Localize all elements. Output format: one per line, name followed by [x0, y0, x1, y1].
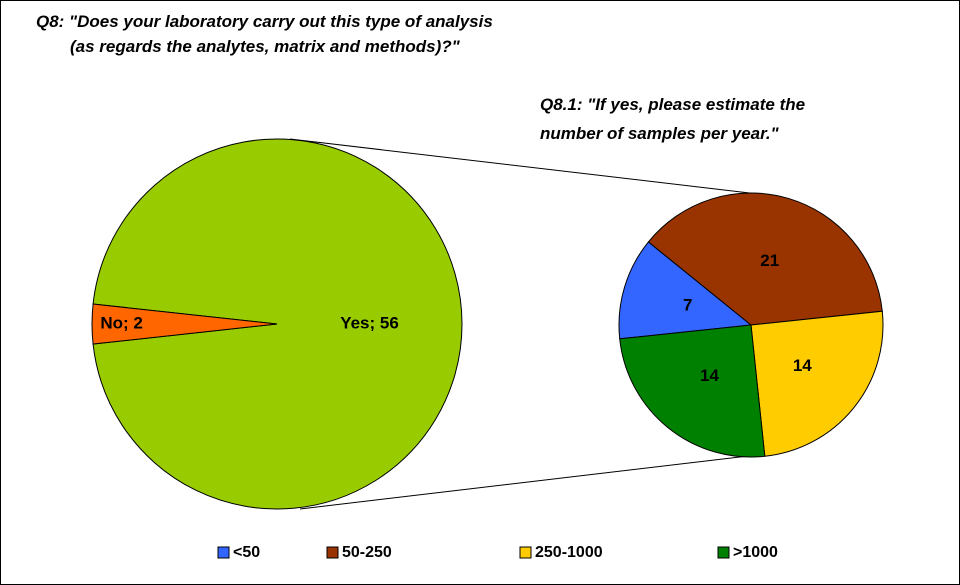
pie-slice [647, 192, 883, 326]
data-label: 14 [700, 366, 719, 385]
legend-swatch [326, 546, 339, 559]
legend-swatch [519, 546, 532, 559]
chart-title: Q8: "Does your laboratory carry out this… [36, 12, 493, 31]
data-label: 21 [760, 251, 779, 270]
data-label: 7 [683, 296, 692, 315]
data-label: Yes; 56 [340, 313, 399, 332]
pie-slice [618, 241, 753, 340]
pie-slice [92, 138, 463, 510]
legend-swatch [717, 546, 730, 559]
data-label: No; 2 [100, 314, 143, 333]
legend-label: >1000 [733, 544, 778, 561]
legend-swatch [217, 546, 230, 559]
pie-slice [619, 324, 766, 458]
chart-title: number of samples per year." [540, 124, 780, 143]
pie-slice [750, 310, 884, 457]
legend-label: 50-250 [342, 544, 392, 561]
pie-slice [91, 303, 278, 345]
chart-title: Q8.1: "If yes, please estimate the [540, 95, 805, 114]
legend-label: <50 [233, 544, 260, 561]
data-label: 14 [793, 356, 812, 375]
connector-line [299, 453, 766, 510]
connector-line [289, 138, 759, 195]
legend-label: 250-1000 [535, 544, 603, 561]
chart-title: (as regards the analytes, matrix and met… [70, 37, 461, 56]
